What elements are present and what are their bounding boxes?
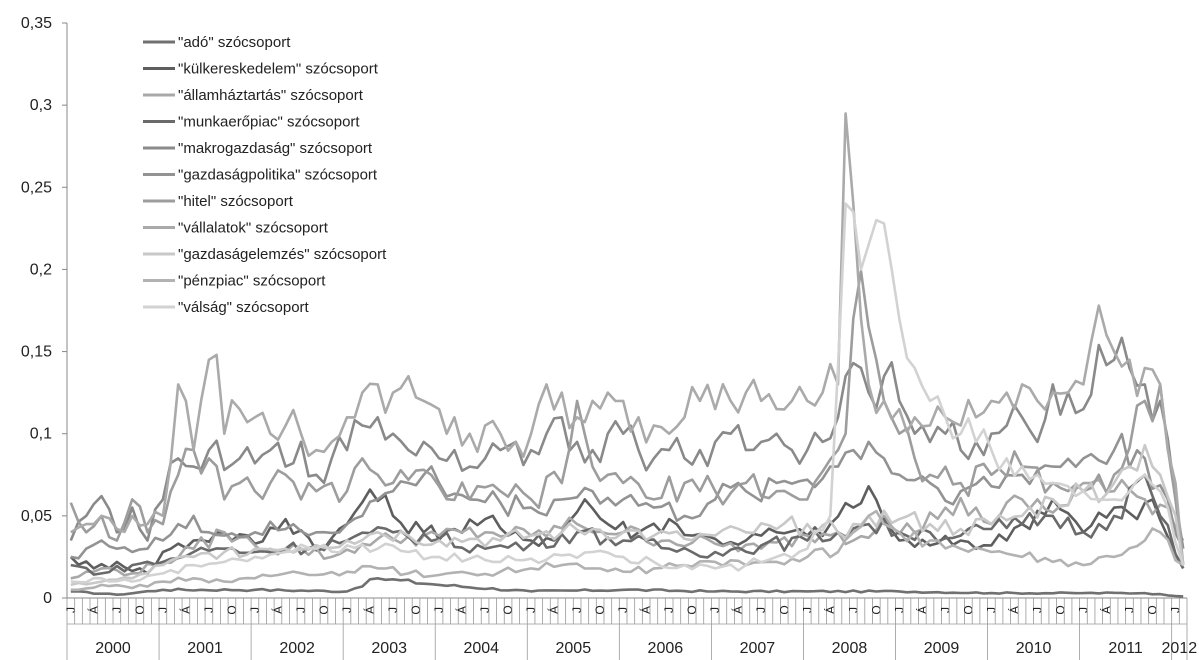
x-tick-label: Á [454,606,469,614]
x-tick-label: J [524,607,538,613]
x-tick-label: O [317,605,331,614]
year-label: 2006 [648,640,684,657]
x-tick-label: J [64,607,78,613]
x-tick-label: J [800,607,814,613]
x-tick-label: O [961,605,975,614]
legend-label: "válság" szócsoport [178,299,310,316]
x-tick-label: J [156,607,170,613]
x-tick-label: J [892,607,906,613]
legend-label: "gazdaságpolitika" szócsoport [178,167,378,184]
x-tick-label: J [846,607,860,613]
y-tick-label: 0,25 [21,179,52,196]
x-tick-label: J [294,607,308,613]
year-label: 2002 [279,640,315,657]
series-line [70,509,1184,592]
x-tick-label: Á [1098,606,1113,614]
y-tick-label: 0,3 [30,97,52,114]
series-layer [69,112,1185,598]
x-tick-label: O [1053,605,1067,614]
x-tick-label: Á [638,606,653,614]
year-label: 2000 [95,640,131,657]
x-tick-label: J [708,607,722,613]
x-tick-label: J [754,607,768,613]
year-label: 2009 [924,640,960,657]
x-tick-label: J [1168,607,1182,613]
x-tick-label: O [593,605,607,614]
legend-label: "makrogazdaság" szócsoport [178,140,373,157]
x-tick-label: J [1030,607,1044,613]
x-tick-label: J [1076,607,1090,613]
legend: "adó" szócsoport "külkereskedelem" szócso… [143,34,387,316]
year-label: 2011 [1108,640,1143,657]
x-tick-label: Á [730,606,745,614]
x-tick-label: O [1145,605,1159,614]
legend-label: "vállalatok" szócsoport [178,220,329,237]
y-tick-label: 0,2 [30,261,52,278]
x-tick-label: J [386,607,400,613]
series-line [70,473,1185,576]
axes: 0 0,05 0,1 0,15 0,2 0,25 0,3 0,35 J Á J O J Á J O J Á J O J Á… [21,15,1197,660]
x-tick-label: J [570,607,584,613]
x-tick-label: Á [1006,606,1021,614]
x-tick-label: J [1122,607,1136,613]
legend-label: "gazdaságelemzés" szócsoport [178,246,387,263]
x-tick-label: O [501,605,515,614]
x-tick-label: J [432,607,446,613]
year-label: 2008 [832,640,868,657]
x-tick-label: O [409,605,423,614]
series-line [69,336,1185,549]
x-tick-label: J [662,607,676,613]
x-tick-label: Á [822,606,837,614]
x-tick-label: Á [178,606,193,614]
year-label: 2007 [740,640,776,657]
x-tick-label: J [248,607,262,613]
y-tick-label: 0,35 [21,15,52,32]
legend-label: "munkaerőpiac" szócsoport [178,114,360,131]
year-label: 2003 [371,640,407,657]
x-tick-label: J [340,607,354,613]
series-line [70,112,1185,566]
x-tick-label: O [133,605,147,614]
x-tick-label: Á [362,606,377,614]
y-tick-label: 0,15 [21,344,52,361]
x-tick-label: Á [270,606,285,614]
year-label: 2005 [556,640,592,657]
legend-label: "államháztartás" szócsoport [178,87,364,104]
y-tick-label: 0,05 [21,508,52,525]
series-line [70,202,1185,584]
x-tick-label: O [869,605,883,614]
x-tick-label: Á [914,606,929,614]
year-label: 2010 [1016,640,1052,657]
x-tick-label: O [685,605,699,614]
series-line [70,478,1185,580]
x-tick-label: O [225,605,239,614]
x-tick-label: J [938,607,952,613]
legend-label: "hitel" szócsoport [178,193,294,210]
x-tick-label: Á [546,606,561,614]
x-tick-label: O [777,605,791,614]
x-tick-label: J [616,607,630,613]
legend-label: "külkereskedelem" szócsoport [178,61,379,78]
x-tick-label: J [478,607,492,613]
year-label: 2001 [187,640,223,657]
y-tick-label: 0,1 [30,426,52,443]
series-line [70,432,1185,560]
year-label: 2004 [463,640,499,657]
x-tick-label: J [110,607,124,613]
series-line [70,443,1185,587]
x-tick-label: J [984,607,998,613]
y-tick-label: 0 [43,590,52,607]
series-line [70,576,1184,598]
year-label: 2012 [1162,640,1198,657]
legend-label: "adó" szócsoport [178,34,291,51]
x-tick-label: J [202,607,216,613]
x-tick-label: Á [86,606,101,614]
legend-label: "pénzpiac" szócsoport [178,273,326,290]
